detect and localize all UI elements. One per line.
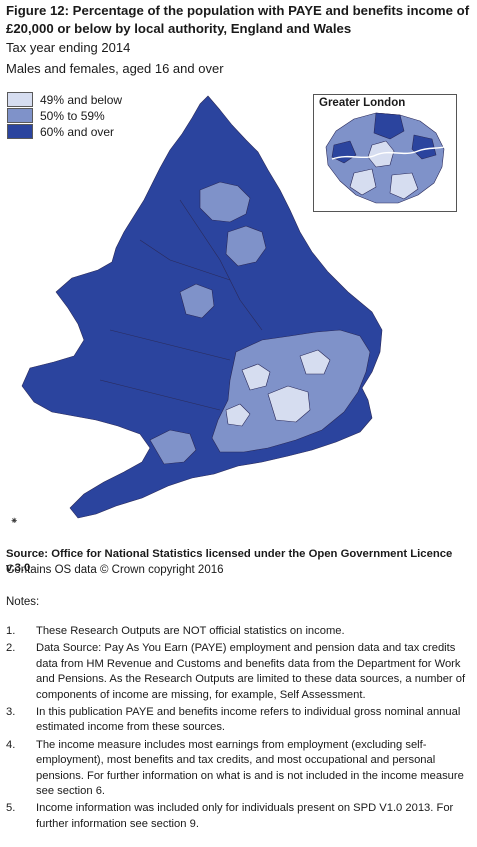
copyright-line: Contains OS data © Crown copyright 2016	[6, 564, 224, 576]
map-region-light-4	[225, 403, 251, 427]
london-light-southwest	[349, 168, 377, 196]
legend-swatch-high	[7, 124, 33, 139]
map-region-light-2	[241, 363, 271, 391]
note-text: These Research Outputs are NOT official …	[36, 625, 345, 637]
notes-list: 1. These Research Outputs are NOT offici…	[6, 624, 471, 834]
legend-item-mid: 50% to 59%	[7, 108, 122, 123]
note-number: 3.	[6, 706, 16, 719]
greater-london-inset: Greater London	[313, 94, 457, 212]
note-number: 5.	[6, 802, 16, 815]
map-region-mid-north	[199, 181, 251, 223]
legend-swatch-mid	[7, 108, 33, 123]
london-map	[325, 112, 445, 204]
note-item: 5. Income information was included only …	[6, 801, 471, 832]
england-wales-map: ⁕	[10, 95, 383, 527]
figure-subtitle-population: Males and females, aged 16 and over	[6, 61, 224, 76]
note-item: 2. Data Source: Pay As You Earn (PAYE) e…	[6, 641, 471, 703]
london-dark-east	[411, 134, 437, 160]
legend-item-low: 49% and below	[7, 92, 122, 107]
map-region-mid-yorkshire	[225, 225, 267, 267]
note-item: 4. The income measure includes most earn…	[6, 738, 471, 800]
map-region-light-3	[299, 349, 331, 375]
london-dark-north	[373, 112, 405, 140]
map-region-light-1	[267, 385, 311, 423]
scilly-isles-mark: ⁕	[10, 516, 18, 527]
legend-swatch-low	[7, 92, 33, 107]
figure-title: Figure 12: Percentage of the population …	[6, 3, 470, 36]
river-thames	[331, 146, 445, 160]
source-line: Source: Office for National Statistics l…	[6, 548, 453, 574]
note-text: Income information was included only for…	[36, 802, 454, 830]
note-item: 1. These Research Outputs are NOT offici…	[6, 624, 471, 639]
note-number: 4.	[6, 738, 16, 751]
legend-label-low: 49% and below	[40, 92, 123, 107]
london-light-south	[389, 172, 419, 200]
note-item: 3. In this publication PAYE and benefits…	[6, 705, 471, 736]
note-text: Data Source: Pay As You Earn (PAYE) empl…	[36, 642, 466, 701]
legend-label-mid: 50% to 59%	[40, 108, 105, 123]
note-number: 1.	[6, 625, 16, 637]
notes-heading: Notes:	[6, 596, 40, 608]
legend-item-high: 60% and over	[7, 124, 122, 139]
map-region-mid-southwest	[149, 429, 197, 465]
figure-subtitle-year: Tax year ending 2014	[6, 40, 131, 55]
note-text: The income measure includes most earning…	[36, 738, 464, 798]
legend-label-high: 60% and over	[40, 124, 115, 139]
map-region-mid-cheshire	[179, 283, 215, 319]
map-legend: 49% and below 50% to 59% 60% and over	[7, 92, 122, 140]
note-number: 2.	[6, 642, 16, 655]
note-text: In this publication PAYE and benefits in…	[36, 706, 461, 734]
inset-title: Greater London	[319, 97, 406, 109]
